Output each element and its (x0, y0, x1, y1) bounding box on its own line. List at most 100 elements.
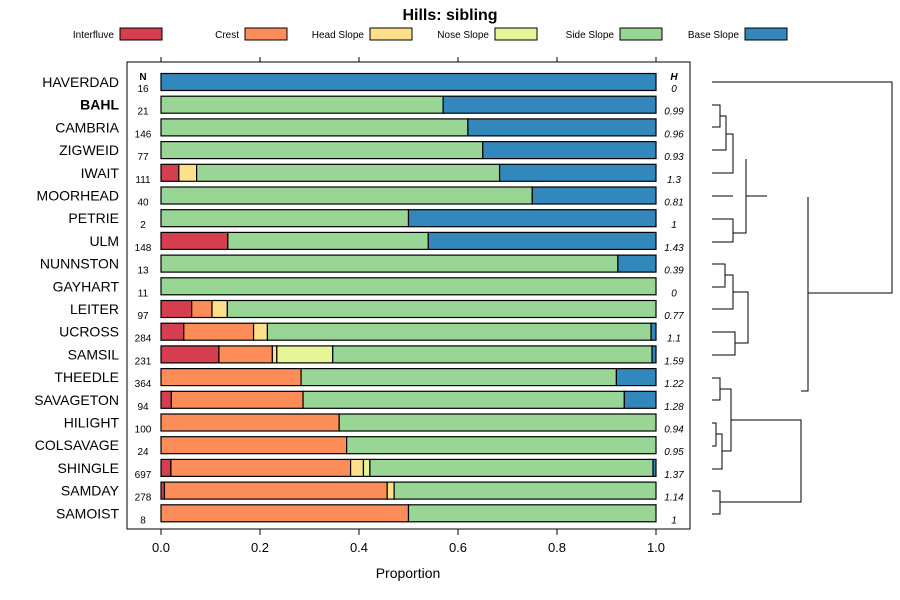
row-h-value: 1.22 (664, 379, 684, 390)
bar-segment (650, 322, 657, 341)
bar-segment (482, 141, 657, 160)
x-tick-label: 0.8 (548, 540, 566, 555)
legend-swatch (619, 27, 663, 41)
bar-segment (346, 436, 657, 455)
dendrogram-branch (712, 81, 893, 294)
dendrogram-branch (712, 263, 726, 288)
row-n-value: 111 (135, 175, 151, 186)
row-label: LEITER (70, 301, 119, 317)
row-n-value: 364 (135, 379, 152, 390)
bar-segment (252, 322, 269, 341)
bar-segment (160, 299, 193, 319)
h-column-header: H (670, 72, 678, 83)
bar-segment (362, 458, 371, 477)
x-tick-label: 0.6 (449, 540, 467, 555)
legend-swatch (244, 27, 288, 41)
x-axis: 0.0 0.2 0.4 0.6 0.8 1.0 (152, 57, 665, 555)
row-label: BAHL (80, 97, 119, 113)
bar-segment (276, 345, 334, 364)
row-n-value: 146 (135, 129, 152, 140)
bar-segment (617, 254, 657, 273)
plot-frame (126, 61, 691, 530)
row-label: GAYHART (53, 278, 120, 294)
x-tick-label: 1.0 (647, 540, 665, 555)
row-h-value: 0.39 (664, 266, 684, 277)
bar-segment (338, 413, 657, 432)
row-n-value: 24 (137, 447, 149, 458)
bar-segment (302, 390, 625, 409)
dendrogram-branch (712, 104, 721, 128)
row-label: SHINGLE (58, 460, 119, 476)
row-n-value: 77 (137, 152, 149, 163)
bar-segment (160, 118, 469, 137)
bar-segment (226, 299, 657, 319)
x-tick-label: 0.4 (350, 540, 368, 555)
bar-segment (218, 345, 273, 364)
row-h-value: 0 (671, 84, 677, 95)
row-label: HAVERDAD (42, 74, 119, 90)
bar-segment (160, 72, 657, 92)
bar-segment (623, 390, 657, 409)
bar-segment (349, 458, 365, 477)
bar-segment (271, 345, 278, 364)
row-n-value: 100 (135, 425, 152, 436)
bar-segment (160, 141, 484, 160)
row-n-value: 8 (140, 515, 146, 526)
row-n-value: 97 (137, 311, 149, 322)
dendrogram-branch (712, 422, 717, 447)
x-tick-label: 0.0 (152, 540, 170, 555)
row-n-value: 231 (135, 356, 152, 367)
bar-segment (160, 390, 172, 409)
legend-swatch (494, 27, 538, 41)
legend: Interfluve Crest Head Slope Nose Slope Side … (73, 27, 788, 41)
row-h-value: 1.28 (664, 402, 684, 413)
legend-swatch (119, 27, 163, 41)
bar-segment (163, 481, 388, 500)
dendrogram-branch (712, 490, 721, 515)
dendrogram-branch (712, 218, 734, 243)
bar-segment (160, 254, 619, 273)
bar-segment (467, 118, 657, 137)
bar-segment (183, 322, 255, 341)
bar-segment (266, 322, 652, 341)
bar-segment (170, 390, 304, 409)
dendrogram-branch (720, 115, 727, 151)
row-h-value: 0.99 (664, 107, 684, 118)
dendrogram-branch (712, 274, 734, 310)
n-column-header: N (139, 72, 146, 83)
x-axis-label: Proportion (376, 565, 441, 581)
row-h-value: 0.94 (664, 425, 684, 436)
row-label: THEEDLE (54, 369, 119, 385)
row-n-value: 284 (135, 334, 152, 345)
legend-label: Crest (215, 30, 239, 41)
row-label: NUNNSTON (40, 256, 119, 272)
legend-label: Base Slope (688, 30, 740, 41)
chart-title: Hills: sibling (402, 7, 497, 24)
dendrogram-branch (733, 159, 747, 234)
bar-segment (160, 209, 410, 228)
bar-segment (427, 231, 657, 250)
bar-segment (332, 345, 653, 364)
dendrogram-branch (712, 433, 723, 470)
row-n-value: 21 (137, 107, 149, 118)
row-h-value: 1.14 (664, 493, 684, 504)
bar-segment (652, 458, 657, 477)
row-n-value: 16 (137, 84, 149, 95)
dendrogram (712, 81, 893, 515)
bar-segment (369, 458, 654, 477)
bar-segment (407, 504, 657, 523)
legend-label: Interfluve (73, 30, 115, 41)
bar-segment (531, 186, 657, 205)
row-label: CAMBRIA (55, 119, 119, 135)
row-n-value: 94 (137, 402, 149, 413)
bar-segment (160, 504, 410, 523)
row-label: SAVAGETON (34, 392, 119, 408)
legend-label: Head Slope (312, 30, 365, 41)
row-h-value: 0.95 (664, 447, 684, 458)
row-h-value: 1 (671, 515, 677, 526)
bar-segment (191, 299, 213, 319)
bar-segment (160, 163, 180, 182)
bar-segment (407, 209, 657, 228)
x-tick-label: 0.2 (251, 540, 269, 555)
bars (160, 72, 657, 523)
